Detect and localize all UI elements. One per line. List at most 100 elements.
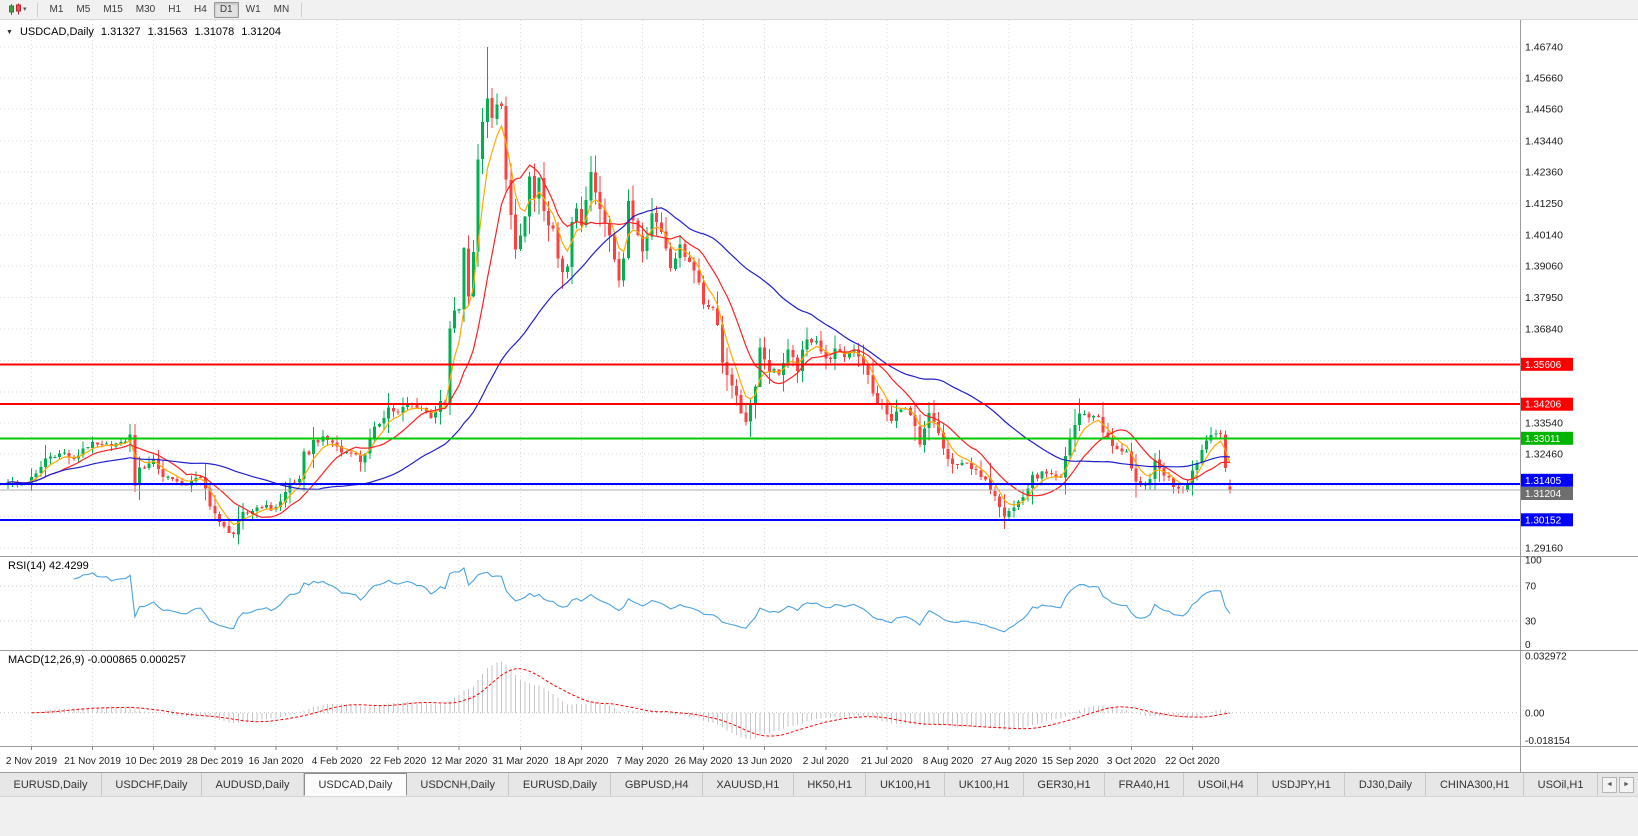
date-axis-label: 8 Aug 2020: [923, 756, 974, 767]
ohlc-open-value: 1.31327: [100, 26, 141, 38]
date-axis-label: 27 Aug 2020: [981, 756, 1038, 767]
collapse-chart-icon[interactable]: ▼: [6, 29, 13, 36]
price-axis-label: 1.45660: [1525, 72, 1563, 84]
price-level-box[interactable]: [1521, 513, 1573, 527]
date-axis-label: 2 Nov 2019: [6, 756, 58, 767]
chart-tab-usdchf-daily[interactable]: USDCHF,Daily: [101, 773, 203, 796]
price-axis-label: 1.32460: [1525, 449, 1563, 461]
macd-axis-label: -0.018154: [1525, 736, 1570, 747]
timeframe-button-m15[interactable]: M15: [103, 3, 123, 15]
chart-tab-fra40-h1[interactable]: FRA40,H1: [1105, 773, 1185, 796]
price-level-box[interactable]: [1521, 397, 1573, 411]
chart-tab-eurusd-daily[interactable]: EURUSD,Daily: [509, 773, 612, 796]
price-level-box[interactable]: [1521, 473, 1573, 487]
date-axis-label: 16 Jan 2020: [248, 756, 303, 767]
chart-tab-usdjpy-h1[interactable]: USDJPY,H1: [1258, 773, 1346, 796]
price-axis-label: 1.36840: [1525, 324, 1563, 336]
chart-tab-usoil-h4[interactable]: USOil,H4: [1184, 773, 1259, 796]
price-level-box-value: 1.35606: [1525, 360, 1562, 371]
price-level-box-value: 1.30152: [1525, 515, 1562, 526]
price-level-box[interactable]: [1521, 431, 1573, 445]
price-level-box-value: 1.33011: [1525, 434, 1561, 445]
horizontal-lines-layer: [0, 363, 1520, 521]
date-axis-label: 26 May 2020: [675, 756, 733, 767]
price-axis-label: 1.42360: [1525, 166, 1563, 178]
timeframe-button-m5[interactable]: M5: [76, 3, 91, 15]
chart-symbol-label: USDCAD,Daily: [19, 26, 94, 38]
price-level-box[interactable]: [1521, 357, 1573, 371]
date-axis-label: 10 Dec 2019: [125, 756, 182, 767]
price-level-box-value: 1.31405: [1525, 476, 1562, 487]
price-axis-label: 1.41250: [1525, 198, 1563, 210]
tab-scroll-right-icon[interactable]: ►: [1618, 776, 1634, 793]
chart-tab-uk100-h1[interactable]: UK100,H1: [866, 773, 946, 796]
tab-scroll-buttons: ◄ ►: [1598, 773, 1638, 796]
timeframe-button-m30[interactable]: M30: [135, 3, 156, 15]
date-axis-label: 13 Jun 2020: [737, 756, 792, 767]
date-axis-label: 3 Oct 2020: [1107, 756, 1156, 767]
chart-tab-dj30-daily[interactable]: DJ30,Daily: [1345, 773, 1427, 796]
macd-histogram: [21, 661, 1231, 740]
price-axis-label: 1.39060: [1525, 260, 1563, 272]
date-axis-label: 22 Feb 2020: [370, 756, 427, 767]
price-axis-label: 1.29160: [1525, 543, 1563, 555]
rsi-line: [73, 567, 1231, 633]
rsi-indicator-label: RSI(14) 42.4299: [8, 560, 89, 572]
chart-tab-uk100-h1[interactable]: UK100,H1: [945, 773, 1024, 796]
price-level-box[interactable]: [1521, 487, 1573, 500]
ma-slow-line[interactable]: [7, 207, 1231, 491]
price-axis-label: 1.33540: [1525, 418, 1563, 430]
chart-header: ▼ USDCAD,Daily 1.31327 1.31563 1.31078 1…: [6, 26, 281, 38]
chart-tab-bar: EURUSD,Daily USDCHF,Daily AUDUSD,Daily USDC…: [0, 772, 1638, 796]
price-axis-label: 1.46740: [1525, 42, 1563, 54]
macd-axis-label: 0.032972: [1525, 652, 1567, 663]
chart-tab-hk50-h1[interactable]: HK50,H1: [793, 773, 867, 796]
macd-axis-label: 0.00: [1525, 708, 1545, 719]
chart-tab-gbpusd-h4[interactable]: GBPUSD,H4: [611, 773, 703, 796]
date-axis-label: 31 Mar 2020: [492, 756, 549, 767]
timeframe-group: M1 M5 M15 M30 H1 H4 D1 W1 MN: [44, 1, 296, 18]
candles-layer: [6, 47, 1232, 545]
chevron-down-icon: ▾: [23, 5, 27, 13]
timeframe-button-w1[interactable]: W1: [245, 3, 261, 15]
toolbar-separator: [36, 2, 38, 17]
timeframe-button-h1[interactable]: H1: [168, 3, 182, 15]
chart-tab-usdcnh-daily[interactable]: USDCNH,Daily: [406, 773, 510, 796]
ohlc-low-value: 1.31078: [194, 26, 235, 38]
top-toolbar: ▾ M1 M5 M15 M30 H1 H4 D1 W1 MN: [0, 0, 1638, 20]
price-axis-label: 1.43440: [1525, 136, 1563, 148]
timeframe-button-d1[interactable]: D1: [213, 1, 239, 18]
date-axis-label: 7 May 2020: [616, 756, 669, 767]
chart-tab-ger30-h1[interactable]: GER30,H1: [1023, 773, 1106, 796]
date-axis-label: 28 Dec 2019: [186, 756, 243, 767]
tab-scroll-left-icon[interactable]: ◄: [1601, 776, 1617, 793]
ma-fast-line[interactable]: [7, 124, 1231, 526]
chart-tab-audusd-daily[interactable]: AUDUSD,Daily: [202, 773, 304, 796]
chart-tab-china300-h1[interactable]: CHINA300,H1: [1426, 773, 1525, 796]
chart-tab-eurusd-daily[interactable]: EURUSD,Daily: [0, 773, 102, 796]
moving-averages-layer: [7, 124, 1231, 526]
timeframe-button-h4[interactable]: H4: [194, 3, 207, 15]
date-axis-label: 4 Feb 2020: [312, 756, 363, 767]
status-bar: [0, 796, 1638, 836]
price-axis-label: 1.37950: [1525, 292, 1563, 304]
axes-layer: 1.46740 1.45660 1.44560 1.43440 1.42360 1.412…: [0, 20, 1638, 772]
price-chart-canvas[interactable]: 1.46740 1.45660 1.44560 1.43440 1.42360 1.412…: [0, 20, 1638, 772]
ohlc-high-value: 1.31563: [147, 26, 188, 38]
rsi-axis-label: 30: [1525, 616, 1537, 627]
chart-tab-xauusd-h1[interactable]: XAUUSD,H1: [702, 773, 794, 796]
chart-tab-usdcad-daily[interactable]: USDCAD,Daily: [303, 773, 407, 796]
date-axis-label: 2 Jul 2020: [803, 756, 850, 767]
date-axis-label: 18 Apr 2020: [554, 756, 608, 767]
ma-mid-line[interactable]: [7, 164, 1231, 518]
timeframe-button-mn[interactable]: MN: [273, 3, 290, 15]
price-level-box-value: 1.34206: [1525, 400, 1562, 411]
chart-tab-usoil-h1[interactable]: USOil,H1: [1524, 773, 1598, 796]
chart-type-button[interactable]: ▾: [4, 1, 31, 18]
timeframe-button-m1[interactable]: M1: [49, 3, 64, 15]
toolbar-separator-2: [301, 2, 303, 17]
rsi-axis-label: 0: [1525, 640, 1531, 651]
rsi-axis-label: 100: [1525, 556, 1542, 567]
indicator-layer: [0, 567, 1520, 740]
price-axis-label: 1.44560: [1525, 104, 1563, 116]
